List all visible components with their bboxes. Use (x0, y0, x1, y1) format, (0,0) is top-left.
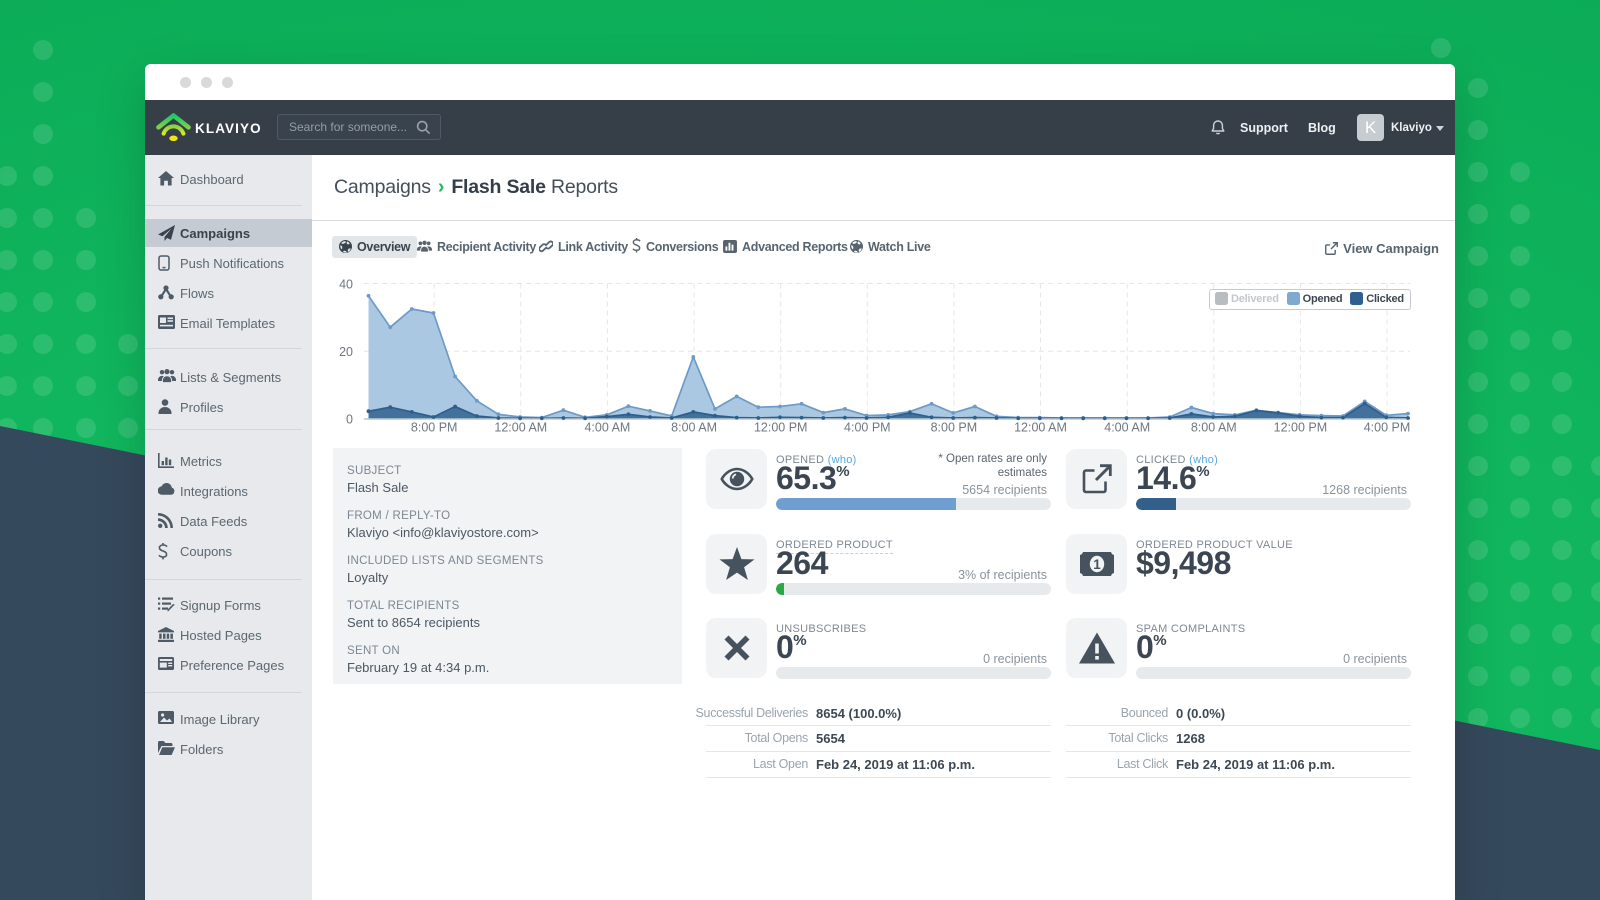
svg-text:12:00 AM: 12:00 AM (494, 421, 547, 435)
svg-text:4:00 PM: 4:00 PM (1364, 421, 1411, 435)
svg-text:8:00 PM: 8:00 PM (411, 421, 458, 435)
svg-text:8:00 AM: 8:00 AM (1191, 421, 1237, 435)
svg-text:4:00 PM: 4:00 PM (844, 421, 891, 435)
svg-text:40: 40 (339, 278, 353, 292)
svg-text:4:00 AM: 4:00 AM (584, 421, 630, 435)
svg-text:8:00 PM: 8:00 PM (931, 421, 978, 435)
svg-text:12:00 PM: 12:00 PM (1274, 421, 1328, 435)
svg-text:1: 1 (1093, 557, 1101, 572)
svg-text:0: 0 (346, 413, 353, 427)
svg-text:20: 20 (339, 345, 353, 359)
svg-text:4:00 AM: 4:00 AM (1104, 421, 1150, 435)
svg-text:12:00 PM: 12:00 PM (754, 421, 808, 435)
svg-text:12:00 AM: 12:00 AM (1014, 421, 1067, 435)
svg-text:8:00 AM: 8:00 AM (671, 421, 717, 435)
